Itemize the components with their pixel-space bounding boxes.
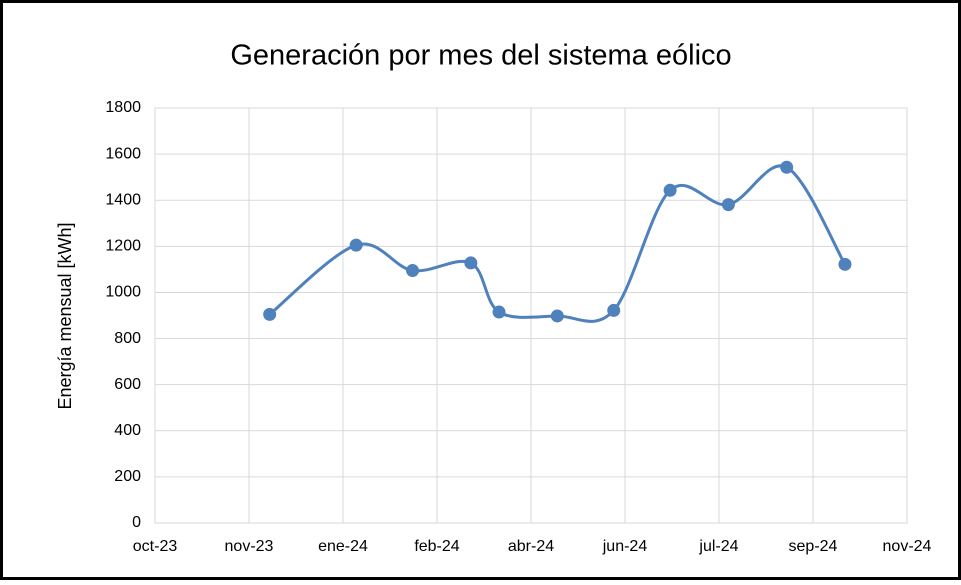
data-point: [492, 305, 506, 319]
y-tick-label: 600: [114, 376, 141, 393]
data-point: [663, 183, 677, 197]
y-tick-label: 0: [132, 514, 141, 531]
x-tick-label: abr-24: [508, 538, 554, 555]
data-point: [838, 257, 852, 271]
x-tick-label: oct-23: [133, 538, 178, 555]
data-point: [263, 307, 277, 321]
y-tick-label: 1200: [105, 238, 141, 255]
y-tick-label: 1600: [105, 145, 141, 162]
data-point: [550, 309, 564, 323]
data-point: [464, 256, 478, 270]
series-line: [268, 164, 847, 323]
y-tick-label: 1800: [105, 99, 141, 116]
y-tick-label: 1400: [105, 191, 141, 208]
x-tick-label: ene-24: [318, 538, 368, 555]
y-tick-label: 400: [114, 422, 141, 439]
data-point: [721, 198, 735, 212]
y-tick-label: 1000: [105, 284, 141, 301]
x-tick-label: sep-24: [789, 538, 838, 555]
plot-border: [154, 107, 908, 524]
y-tick-label: 800: [114, 330, 141, 347]
data-point: [406, 264, 420, 278]
data-point: [780, 160, 794, 174]
x-tick-label: nov-23: [225, 538, 274, 555]
x-tick-label: jun-24: [602, 538, 648, 555]
data-point: [349, 238, 363, 252]
x-tick-label: nov-24: [883, 538, 932, 555]
x-tick-label: feb-24: [414, 538, 459, 555]
y-tick-label: 200: [114, 468, 141, 485]
x-tick-label: jul-24: [698, 538, 738, 555]
data-point: [607, 303, 621, 317]
chart-title: Generación por mes del sistema eólico: [230, 40, 731, 72]
y-axis-label: Energía mensual [kWh]: [55, 222, 75, 409]
